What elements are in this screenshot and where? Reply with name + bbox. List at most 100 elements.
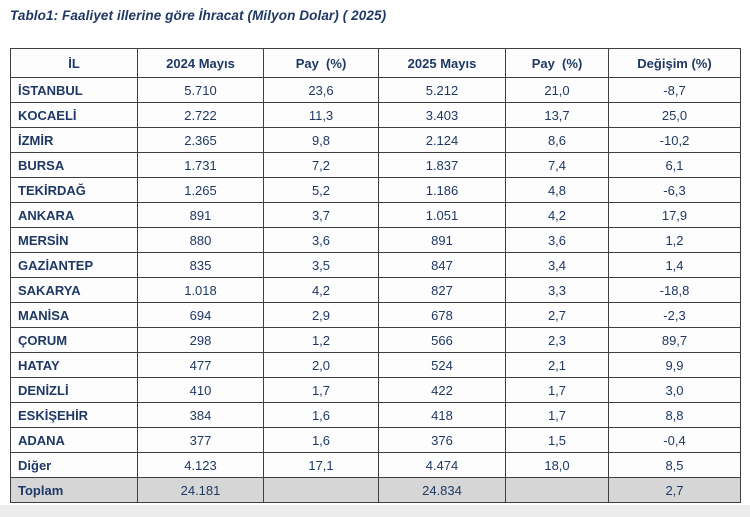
column-header-il: İL bbox=[10, 48, 138, 78]
value-cell: 524 bbox=[378, 352, 506, 378]
total-row: Toplam 24.181 24.834 2,7 bbox=[10, 477, 741, 503]
table-body: İSTANBUL 5.710 23,6 5.212 21,0 -8,7 KOCAELİ 2.7… bbox=[10, 77, 741, 503]
value-cell: 1,6 bbox=[263, 427, 379, 453]
value-cell: 18,0 bbox=[505, 452, 609, 478]
value-cell: -2,3 bbox=[608, 302, 741, 328]
value-cell: 1,7 bbox=[505, 377, 609, 403]
value-cell: 2.124 bbox=[378, 127, 506, 153]
value-cell: 13,7 bbox=[505, 102, 609, 128]
value-cell: 1.186 bbox=[378, 177, 506, 203]
province-cell: KOCAELİ bbox=[10, 102, 138, 128]
value-cell: 3,0 bbox=[608, 377, 741, 403]
province-cell: ANKARA bbox=[10, 202, 138, 228]
value-cell: 4,2 bbox=[263, 277, 379, 303]
value-cell: 8,6 bbox=[505, 127, 609, 153]
province-cell: Toplam bbox=[10, 477, 138, 503]
province-cell: Diğer bbox=[10, 452, 138, 478]
value-cell: 24.834 bbox=[378, 477, 506, 503]
value-cell: 1,2 bbox=[608, 227, 741, 253]
value-cell: 2,3 bbox=[505, 327, 609, 353]
value-cell: -10,2 bbox=[608, 127, 741, 153]
province-cell: BURSA bbox=[10, 152, 138, 178]
province-cell: GAZİANTEP bbox=[10, 252, 138, 278]
value-cell: 1.265 bbox=[137, 177, 264, 203]
value-cell: 5.212 bbox=[378, 77, 506, 103]
value-cell: 3.403 bbox=[378, 102, 506, 128]
value-cell: 3,7 bbox=[263, 202, 379, 228]
table-row: MANİSA 694 2,9 678 2,7 -2,3 bbox=[10, 302, 741, 328]
value-cell: -8,7 bbox=[608, 77, 741, 103]
value-cell: -0,4 bbox=[608, 427, 741, 453]
value-cell: 1,7 bbox=[505, 402, 609, 428]
table-row: ÇORUM 298 1,2 566 2,3 89,7 bbox=[10, 327, 741, 353]
column-header-pay-2025: Pay (%) bbox=[505, 48, 609, 78]
value-cell: 376 bbox=[378, 427, 506, 453]
province-cell: İZMİR bbox=[10, 127, 138, 153]
value-cell: 847 bbox=[378, 252, 506, 278]
table-header: İL 2024 Mayıs Pay (%) 2025 Mayıs Pay (%)… bbox=[10, 48, 741, 78]
value-cell: 1.051 bbox=[378, 202, 506, 228]
value-cell: 4,8 bbox=[505, 177, 609, 203]
value-cell: 5.710 bbox=[137, 77, 264, 103]
province-cell: TEKİRDAĞ bbox=[10, 177, 138, 203]
table-row: GAZİANTEP 835 3,5 847 3,4 1,4 bbox=[10, 252, 741, 278]
header-row: İL 2024 Mayıs Pay (%) 2025 Mayıs Pay (%)… bbox=[10, 48, 741, 78]
value-cell: 25,0 bbox=[608, 102, 741, 128]
value-cell: 1,6 bbox=[263, 402, 379, 428]
table-row: İZMİR 2.365 9,8 2.124 8,6 -10,2 bbox=[10, 127, 741, 153]
table-row: İSTANBUL 5.710 23,6 5.212 21,0 -8,7 bbox=[10, 77, 741, 103]
value-cell: 2.365 bbox=[137, 127, 264, 153]
value-cell: 1,2 bbox=[263, 327, 379, 353]
value-cell: 24.181 bbox=[137, 477, 264, 503]
value-cell: 9,8 bbox=[263, 127, 379, 153]
value-cell: 17,9 bbox=[608, 202, 741, 228]
column-header-2025-mayis: 2025 Mayıs bbox=[378, 48, 506, 78]
value-cell: 678 bbox=[378, 302, 506, 328]
value-cell: 11,3 bbox=[263, 102, 379, 128]
value-cell: 8,5 bbox=[608, 452, 741, 478]
value-cell: 1,7 bbox=[263, 377, 379, 403]
province-cell: ÇORUM bbox=[10, 327, 138, 353]
export-by-province-table: İL 2024 Mayıs Pay (%) 2025 Mayıs Pay (%)… bbox=[10, 48, 741, 503]
table-row: KOCAELİ 2.722 11,3 3.403 13,7 25,0 bbox=[10, 102, 741, 128]
province-cell: MANİSA bbox=[10, 302, 138, 328]
value-cell: 418 bbox=[378, 402, 506, 428]
table-row: DENİZLİ 410 1,7 422 1,7 3,0 bbox=[10, 377, 741, 403]
table-row: ANKARA 891 3,7 1.051 4,2 17,9 bbox=[10, 202, 741, 228]
value-cell: 422 bbox=[378, 377, 506, 403]
value-cell: 1,4 bbox=[608, 252, 741, 278]
value-cell: 1.837 bbox=[378, 152, 506, 178]
value-cell: 3,5 bbox=[263, 252, 379, 278]
value-cell: 4.123 bbox=[137, 452, 264, 478]
column-header-2024-mayis: 2024 Mayıs bbox=[137, 48, 264, 78]
page-bottom-strip bbox=[0, 505, 750, 517]
province-cell: SAKARYA bbox=[10, 277, 138, 303]
value-cell: 7,2 bbox=[263, 152, 379, 178]
table-row: SAKARYA 1.018 4,2 827 3,3 -18,8 bbox=[10, 277, 741, 303]
value-cell: 298 bbox=[137, 327, 264, 353]
value-cell: 477 bbox=[137, 352, 264, 378]
value-cell: 3,4 bbox=[505, 252, 609, 278]
value-cell: 2,7 bbox=[608, 477, 741, 503]
province-cell: ADANA bbox=[10, 427, 138, 453]
column-header-pay-2024: Pay (%) bbox=[263, 48, 379, 78]
table-row: ESKİŞEHİR 384 1,6 418 1,7 8,8 bbox=[10, 402, 741, 428]
value-cell: 2,7 bbox=[505, 302, 609, 328]
value-cell: 1.018 bbox=[137, 277, 264, 303]
province-cell: HATAY bbox=[10, 352, 138, 378]
value-cell: 694 bbox=[137, 302, 264, 328]
column-header-degisim: Değişim (%) bbox=[608, 48, 741, 78]
value-cell: 410 bbox=[137, 377, 264, 403]
province-cell: DENİZLİ bbox=[10, 377, 138, 403]
value-cell: 17,1 bbox=[263, 452, 379, 478]
province-cell: ESKİŞEHİR bbox=[10, 402, 138, 428]
value-cell: 4,2 bbox=[505, 202, 609, 228]
value-cell: 2,1 bbox=[505, 352, 609, 378]
table-row: MERSİN 880 3,6 891 3,6 1,2 bbox=[10, 227, 741, 253]
value-cell: 827 bbox=[378, 277, 506, 303]
table-row: TEKİRDAĞ 1.265 5,2 1.186 4,8 -6,3 bbox=[10, 177, 741, 203]
value-cell bbox=[263, 477, 379, 503]
value-cell: 3,6 bbox=[505, 227, 609, 253]
table-row: ADANA 377 1,6 376 1,5 -0,4 bbox=[10, 427, 741, 453]
value-cell: 89,7 bbox=[608, 327, 741, 353]
